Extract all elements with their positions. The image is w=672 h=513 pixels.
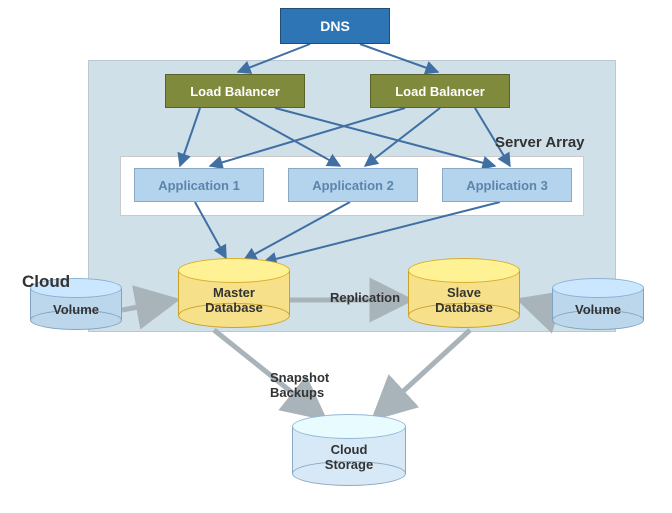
application-1-node: Application 1 [134,168,264,202]
server-array-label: Server Array [495,134,585,151]
application-2-node: Application 2 [288,168,418,202]
cloud-region-label: Cloud [22,272,70,292]
volume-2-node: Volume [552,278,644,330]
volume-2-label: Volume [552,294,644,326]
snapshot-backups-label: Snapshot Backups [270,370,329,400]
volume-1-label: Volume [30,294,122,326]
replication-label: Replication [330,290,400,305]
load-balancer-2-node: Load Balancer [370,74,510,108]
application-3-label: Application 3 [466,178,548,193]
load-balancer-1-node: Load Balancer [165,74,305,108]
cloud-storage-label: Cloud Storage [292,434,406,481]
slave-database-node: Slave Database [408,258,520,328]
slave-database-label: Slave Database [408,278,520,323]
dns-label: DNS [320,18,350,34]
cloud-storage-node: Cloud Storage [292,414,406,486]
application-3-node: Application 3 [442,168,572,202]
application-1-label: Application 1 [158,178,240,193]
master-database-label: Master Database [178,278,290,323]
dns-node: DNS [280,8,390,44]
load-balancer-1-label: Load Balancer [190,84,280,99]
diagram-stage: DNS Load Balancer Load Balancer Applicat… [0,0,672,513]
load-balancer-2-label: Load Balancer [395,84,485,99]
master-database-node: Master Database [178,258,290,328]
application-2-label: Application 2 [312,178,394,193]
